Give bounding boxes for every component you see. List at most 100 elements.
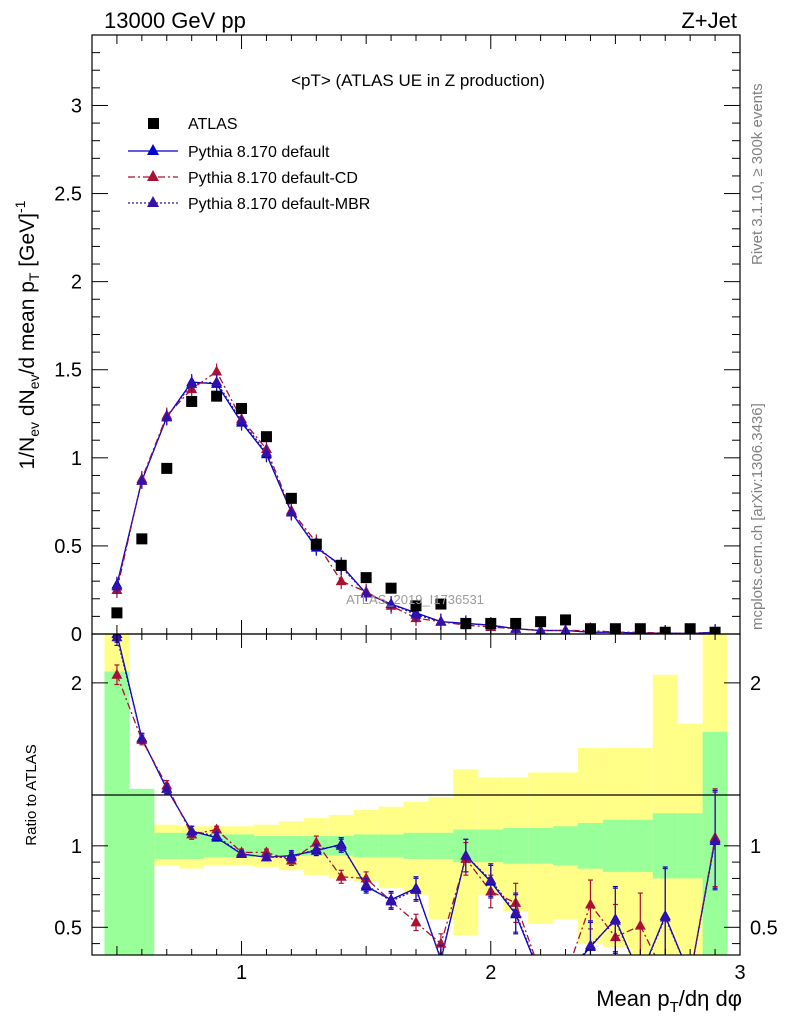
atlas-data-point <box>560 614 572 626</box>
ratio-y-axis-label: Ratio to ATLAS <box>23 744 40 845</box>
ratio-data-point <box>709 834 721 845</box>
main-data-point <box>335 575 347 586</box>
ratio-data-point <box>635 970 646 980</box>
legend-label-atlas: ATLAS <box>188 116 238 133</box>
ratio-band-inner <box>627 819 653 872</box>
analysis-watermark: ATLAS_2019_I1736531 <box>346 592 484 607</box>
main-y-tick-label: 3 <box>71 95 82 117</box>
main-data-point <box>136 474 148 485</box>
atlas-data-point <box>260 431 272 443</box>
ratio-y-tick-label: 0.5 <box>54 917 82 939</box>
ratio-data-point <box>584 939 596 950</box>
atlas-data-point <box>111 607 123 619</box>
main-y-tick-label: 0 <box>71 624 82 646</box>
x-tick-label: 2 <box>485 962 496 984</box>
main-data-point <box>260 446 272 457</box>
main-y-axis-label: 1/Nev dNev/d mean pT [GeV]-1 <box>12 200 42 469</box>
ratio-data-point <box>560 970 571 980</box>
atlas-data-point <box>360 572 372 584</box>
main-y-tick-label: 1 <box>71 448 82 470</box>
ratio-data-point <box>211 830 223 841</box>
legend-marker-mbr <box>147 196 159 207</box>
main-data-point <box>236 414 248 425</box>
ratio-data-point <box>310 843 322 854</box>
ratio-data-point <box>510 906 522 917</box>
legend-label-mbr: Pythia 8.170 default-MBR <box>188 196 370 213</box>
ratio-data-point <box>609 914 621 925</box>
ratio-y-tick-label-right: 1 <box>750 836 761 858</box>
ratio-data-point <box>634 919 646 930</box>
ratio-data-point <box>285 851 297 862</box>
legend-marker-default <box>147 144 159 155</box>
ratio-data-point <box>186 825 198 836</box>
ratio-data-point <box>460 849 472 860</box>
legend-marker-cd <box>147 170 159 181</box>
ratio-data-point <box>535 970 546 980</box>
main-data-point <box>385 598 397 609</box>
ratio-y-tick-label-right: 2 <box>750 673 761 695</box>
main-y-tick-label: 2 <box>71 272 82 294</box>
ratio-data-point <box>635 970 646 980</box>
ratio-band-inner <box>378 834 404 858</box>
atlas-data-point <box>285 492 297 504</box>
ratio-band-inner <box>677 813 703 879</box>
ratio-data-point <box>360 872 372 883</box>
ratio-data-point <box>685 970 696 980</box>
ratio-y-tick-label: 2 <box>71 673 82 695</box>
legend-marker-atlas <box>148 118 159 129</box>
ratio-data-point <box>410 916 422 927</box>
ratio-data-point <box>260 851 272 862</box>
main-y-tick-label: 2.5 <box>54 184 82 206</box>
ratio-band-inner <box>578 823 603 869</box>
atlas-data-point <box>510 617 522 629</box>
ratio-data-point <box>435 937 447 948</box>
atlas-data-point <box>211 390 223 402</box>
header-right: Z+Jet <box>681 8 737 33</box>
x-tick-label: 3 <box>734 962 745 984</box>
main-title: <pT> (ATLAS UE in Z production) <box>291 71 545 90</box>
ratio-data-point <box>660 970 671 980</box>
ratio-data-point <box>236 847 248 858</box>
ratio-data-point <box>485 874 497 885</box>
ratio-band-inner <box>204 834 230 858</box>
mcplots-label: mcplots.cern.ch [arXiv:1306.3436] <box>749 403 766 630</box>
main-data-point <box>360 587 372 598</box>
ratio-data-point <box>535 967 546 977</box>
atlas-data-point <box>161 462 173 474</box>
ratio-band-inner <box>104 671 130 955</box>
legend-label-cd: Pythia 8.170 default-CD <box>188 170 358 187</box>
main-data-point <box>111 580 123 591</box>
main-data-point <box>186 377 198 388</box>
ratio-band-inner <box>503 827 529 864</box>
atlas-data-point <box>136 533 148 545</box>
ratio-band-inner <box>129 788 155 955</box>
main-data-point <box>435 615 447 626</box>
atlas-data-point <box>385 582 397 594</box>
rivet-label: Rivet 3.1.10, ≥ 300k events <box>749 83 766 265</box>
ratio-data-point <box>685 970 696 980</box>
atlas-data-point <box>310 538 322 550</box>
ratio-band-inner <box>154 832 180 859</box>
ratio-data-point <box>584 898 596 909</box>
ratio-band-inner <box>528 827 554 864</box>
axis-tick-labels: 0 0.5 1 1.5 2 2.5 3 0.5 0.5 1 1 2 2 1 2 3 <box>54 95 778 984</box>
atlas-data-point <box>410 600 422 612</box>
main-data-point <box>285 506 297 517</box>
main-y-tick-label: 1.5 <box>54 360 82 382</box>
ratio-data-point <box>560 970 571 980</box>
ratio-band-inner <box>403 832 429 859</box>
ratio-data-point <box>310 836 322 847</box>
ratio-data-point <box>360 878 372 889</box>
ratio-data-point <box>161 782 173 793</box>
ratio-y-tick-label-right: 0.5 <box>750 917 778 939</box>
ratio-band-inner <box>278 836 304 856</box>
ratio-series-layer <box>111 634 721 980</box>
ratio-y-tick-label: 1 <box>71 836 82 858</box>
ratio-data-point <box>136 732 148 743</box>
atlas-data-point <box>186 395 198 407</box>
ratio-band-inner <box>229 834 254 858</box>
x-axis-label: Mean pT/dη dφ <box>596 986 742 1016</box>
ratio-band-inner <box>602 819 628 872</box>
ratio-data-point <box>385 895 397 906</box>
